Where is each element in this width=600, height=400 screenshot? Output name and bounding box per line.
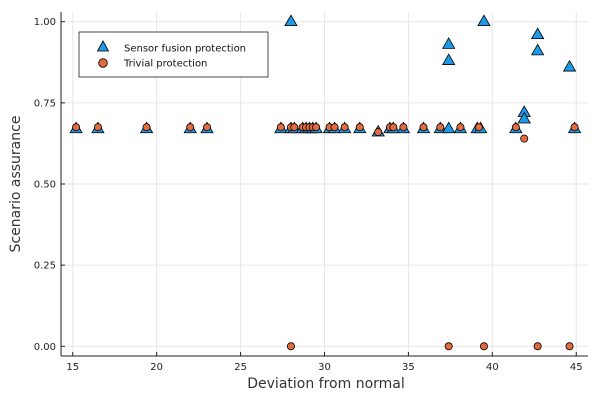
y-tick-label: 0.00 <box>34 342 56 353</box>
data-point-trivial <box>330 123 339 132</box>
data-point-trivial <box>419 123 428 132</box>
data-point-sensor-fusion <box>442 37 456 49</box>
data-point-trivial <box>533 342 542 351</box>
data-point-trivial <box>93 123 102 132</box>
data-points <box>69 14 582 351</box>
axes <box>60 12 588 357</box>
data-point-trivial <box>389 123 398 132</box>
y-axis-label: Scenario assurance <box>8 116 24 253</box>
y-tick-label: 0.25 <box>34 261 56 272</box>
y-tick-label: 0.75 <box>34 98 56 109</box>
tick-labels: 15 20 25 30 35 40 45 0.00 0.25 0.50 0.75 1.00 <box>34 17 583 373</box>
data-point-trivial <box>479 342 488 351</box>
x-tick-label: 35 <box>402 362 415 373</box>
data-point-sensor-fusion <box>517 111 531 124</box>
data-point-trivial <box>203 123 212 132</box>
y-tick-label: 0.50 <box>34 180 56 191</box>
data-point-sensor-fusion <box>562 59 577 72</box>
data-point-trivial <box>570 123 579 132</box>
data-point-trivial <box>286 342 295 351</box>
data-point-trivial <box>142 123 151 132</box>
data-point-trivial <box>456 123 465 132</box>
legend: Sensor fusion protection Trivial protect… <box>78 31 269 78</box>
legend-marker-sensor-fusion <box>96 40 110 52</box>
x-tick-label: 20 <box>150 362 163 373</box>
data-point-trivial <box>290 123 299 132</box>
x-tick-label: 15 <box>66 362 79 373</box>
data-point-trivial <box>374 128 383 137</box>
data-point-trivial <box>474 123 483 132</box>
data-point-trivial <box>355 123 364 132</box>
data-point-trivial <box>511 123 520 132</box>
data-point-trivial <box>436 123 445 132</box>
data-point-trivial <box>399 123 408 132</box>
legend-marker-trivial <box>98 58 108 68</box>
legend-label-sensor-fusion: Sensor fusion protection <box>124 44 246 55</box>
data-point-sensor-fusion <box>442 53 456 65</box>
legend-box <box>78 31 269 78</box>
data-point-trivial <box>565 342 574 351</box>
x-axis-label: Deviation from normal <box>247 376 405 392</box>
data-point-trivial <box>186 123 195 132</box>
y-tick-label: 1.00 <box>34 17 56 28</box>
x-tick-label: 40 <box>486 362 499 373</box>
x-tick-label: 45 <box>570 362 583 373</box>
x-tick-label: 25 <box>234 362 247 373</box>
legend-label-trivial: Trivial protection <box>123 59 207 70</box>
data-point-sensor-fusion <box>442 121 456 134</box>
data-point-trivial <box>276 123 285 132</box>
data-point-sensor-fusion <box>477 14 491 27</box>
data-point-sensor-fusion <box>530 43 545 56</box>
x-tick-label: 30 <box>318 362 331 373</box>
data-point-sensor-fusion <box>284 14 298 27</box>
data-point-trivial <box>520 134 529 143</box>
data-point-trivial <box>340 123 349 132</box>
data-point-sensor-fusion <box>530 27 545 40</box>
data-point-trivial <box>312 123 321 132</box>
data-point-trivial <box>444 342 453 351</box>
data-point-trivial <box>72 123 81 132</box>
